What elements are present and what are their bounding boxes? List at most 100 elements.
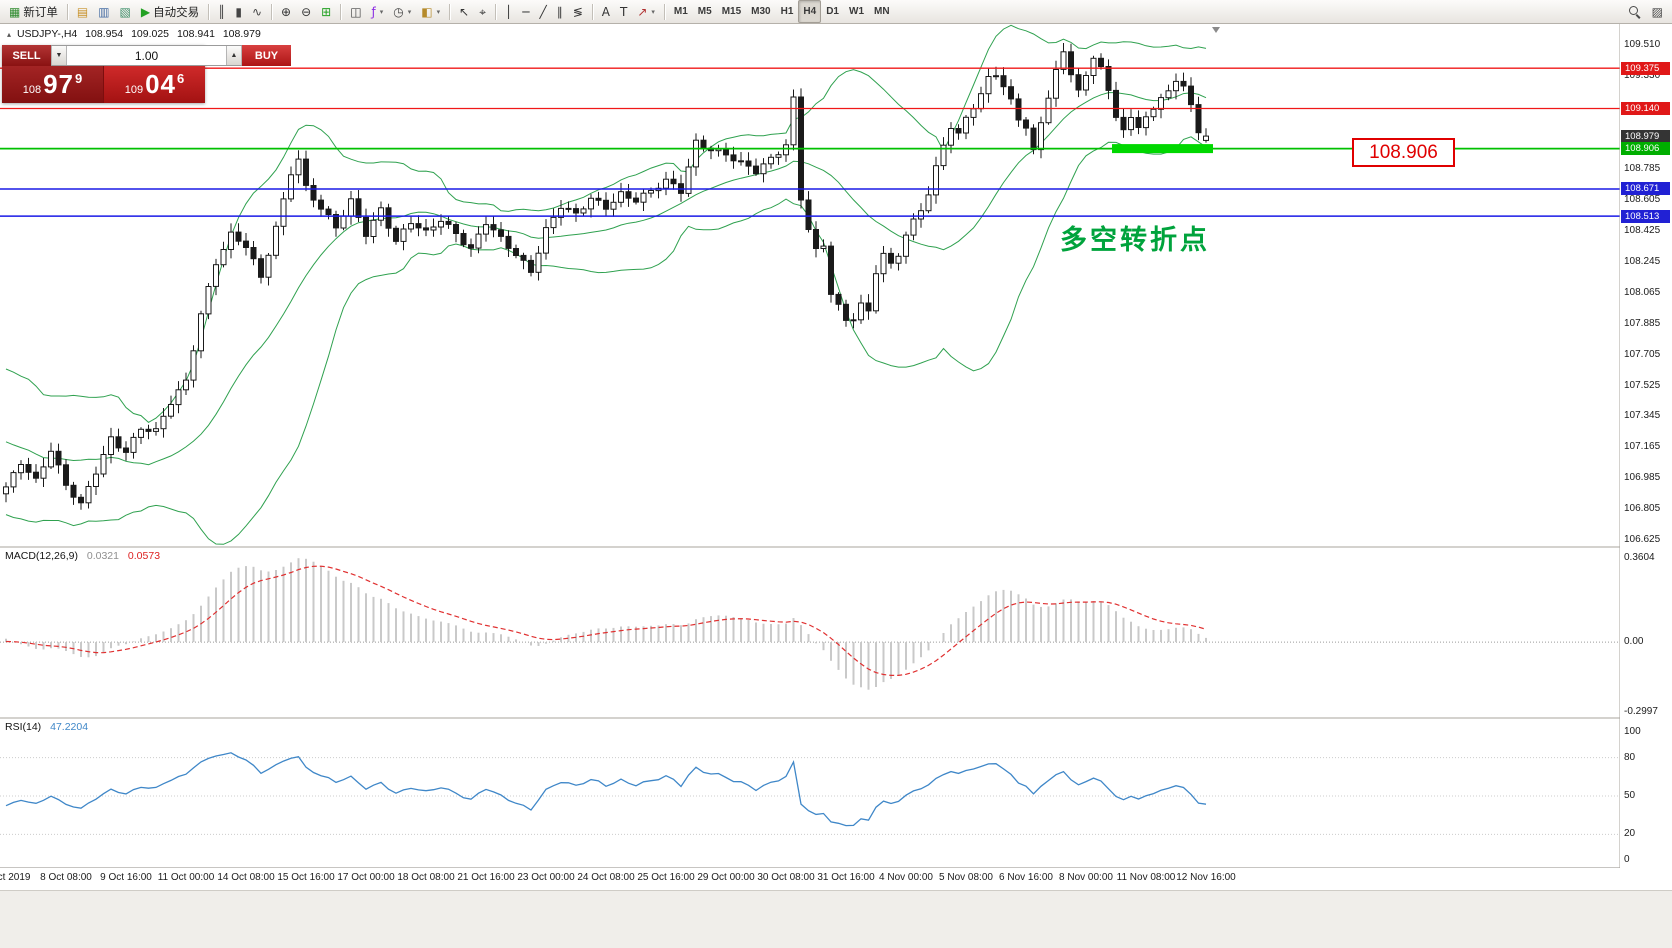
templates-icon: ◧ [421, 4, 433, 19]
zoom-in-icon[interactable]: ⊕ [276, 0, 296, 23]
fibonacci-icon: ≶ [572, 4, 583, 19]
bottom-empty-area [0, 890, 1672, 948]
popup-prices-icon[interactable]: ▨ [1647, 0, 1668, 23]
tf-d1-label: D1 [826, 6, 839, 17]
bid-prefix: 108 [22, 84, 42, 96]
bid-price-button[interactable]: 108 97 9 [2, 66, 103, 103]
time-scale[interactable] [0, 868, 1620, 890]
ask-main: 04 [145, 69, 177, 99]
bar-chart-icon[interactable]: ║ [213, 0, 230, 23]
bid-main: 97 [43, 69, 75, 99]
tf-m1-label: M1 [673, 6, 688, 17]
candlestick-chart-icon[interactable]: ▮ [230, 0, 247, 23]
new-order-button[interactable]: ▦ 新订单 [4, 0, 63, 23]
toolbar-separator [591, 3, 593, 20]
tf-m1[interactable]: M1 [669, 0, 693, 23]
tf-mn[interactable]: MN [869, 0, 895, 23]
periods-icon[interactable]: ◷ ▾ [388, 0, 416, 23]
level-price-label-box[interactable]: 108.906 [1352, 138, 1455, 167]
toolbar-separator [663, 3, 665, 20]
trendline-icon[interactable]: ╱ [534, 0, 551, 23]
label-icon: T [619, 4, 628, 19]
arrows-icon[interactable]: ↗ ▾ [632, 0, 660, 23]
toolbar-group-panels: ▤ ▥ ▧ ▶ 自动交易 [72, 0, 204, 23]
new-order-icon: ▦ [9, 4, 21, 19]
toolbar-separator [449, 3, 451, 20]
buy-button[interactable]: BUY [242, 45, 291, 66]
tf-m15[interactable]: M15 [717, 0, 746, 23]
dropdown-caret-icon: ▾ [651, 8, 655, 16]
toolbar-separator [208, 3, 210, 20]
rsi-line [5, 752, 1207, 827]
tf-m5[interactable]: M5 [693, 0, 717, 23]
zoom-out-icon[interactable]: ⊖ [296, 0, 316, 23]
tf-h4[interactable]: H4 [798, 0, 822, 23]
chart-background [0, 24, 1672, 890]
rsi-panel[interactable] [0, 752, 1620, 835]
text-icon: A [601, 4, 610, 19]
price-panel[interactable] [0, 24, 1620, 545]
market-watch-icon[interactable]: ▤ [72, 0, 93, 23]
dropdown-caret-icon: ▾ [436, 8, 441, 16]
toolbar-group-windows: ◫ ƒ ▾ ◷ ▾ ◧ ▾ [345, 0, 445, 23]
data-window-icon[interactable]: ▥ [93, 0, 114, 23]
chart-canvas[interactable] [0, 24, 1672, 890]
bar-chart-icon: ║ [218, 4, 226, 19]
macd-panel[interactable] [0, 558, 1620, 690]
crosshair-icon[interactable]: ⌖ [474, 0, 491, 23]
navigator-icon: ▧ [119, 4, 131, 19]
macd-signal-line [5, 565, 1207, 677]
price-scale[interactable] [1620, 24, 1672, 890]
volume-input[interactable] [67, 46, 226, 65]
tile-windows-icon: ◫ [350, 4, 362, 19]
chart-shift-marker-icon[interactable] [1212, 27, 1220, 33]
tile-windows-icon[interactable]: ◫ [345, 0, 366, 23]
sell-button[interactable]: SELL [2, 45, 51, 66]
tf-mn-label: MN [874, 6, 890, 17]
market-watch-icon: ▤ [76, 4, 89, 19]
periods-icon: ◷ [393, 4, 404, 19]
tf-w1[interactable]: W1 [844, 0, 869, 23]
find-symbol-icon[interactable] [1623, 0, 1647, 23]
vertical-line-icon: │ [504, 4, 513, 19]
channel-icon[interactable]: ∥ [552, 0, 568, 23]
cursor-icon[interactable]: ↖ [454, 0, 474, 23]
toolbar-group-text-tools: A T ↗ ▾ [597, 0, 660, 23]
dropdown-caret-icon: ▾ [379, 8, 384, 16]
zoom-in-icon: ⊕ [281, 4, 292, 19]
tf-m5-label: M5 [697, 6, 712, 17]
bid-pip: 9 [75, 71, 83, 86]
new-order-button-label: 新订单 [23, 6, 58, 19]
toolbar-group-chart-type: ║ ▮ ∿ [213, 0, 267, 23]
tf-h1[interactable]: H1 [776, 0, 799, 23]
autotrading-icon: ▶ [140, 4, 151, 19]
toolbar-group-draw: │ ─ ╱ ∥ ≶ [500, 0, 588, 23]
horizontal-line-icon: ─ [522, 4, 530, 19]
toolbar-separator [271, 3, 273, 20]
tf-m30-label: M30 [751, 6, 771, 17]
grid-icon[interactable]: ⊞ [316, 0, 336, 23]
label-icon[interactable]: T [615, 0, 632, 23]
horizontal-line-icon[interactable]: ─ [517, 0, 534, 23]
templates-icon[interactable]: ◧ ▾ [416, 0, 445, 23]
crosshair-icon: ⌖ [479, 4, 486, 19]
grid-icon: ⊞ [321, 4, 332, 19]
toolbar-separator [340, 3, 342, 20]
indicators-icon: ƒ [371, 4, 376, 19]
autotrading-button[interactable]: ▶ 自动交易 [136, 0, 204, 23]
tf-m15-label: M15 [721, 6, 742, 17]
navigator-icon[interactable]: ▧ [115, 0, 136, 23]
text-icon[interactable]: A [597, 0, 615, 23]
tf-m30[interactable]: M30 [746, 0, 775, 23]
indicators-icon[interactable]: ƒ ▾ [367, 0, 389, 23]
volume-up-button[interactable]: ▲ [226, 46, 242, 65]
tf-d1[interactable]: D1 [821, 0, 844, 23]
vertical-line-icon[interactable]: │ [500, 0, 517, 23]
volume-down-button[interactable]: ▼ [51, 46, 67, 65]
fibonacci-icon[interactable]: ≶ [568, 0, 588, 23]
dropdown-caret-icon: ▾ [407, 8, 412, 16]
line-chart-icon[interactable]: ∿ [247, 0, 267, 23]
bollinger-upper-band [5, 24, 1207, 424]
support-zone-highlight[interactable] [1112, 144, 1213, 154]
ask-price-button[interactable]: 109 04 6 [103, 66, 205, 103]
